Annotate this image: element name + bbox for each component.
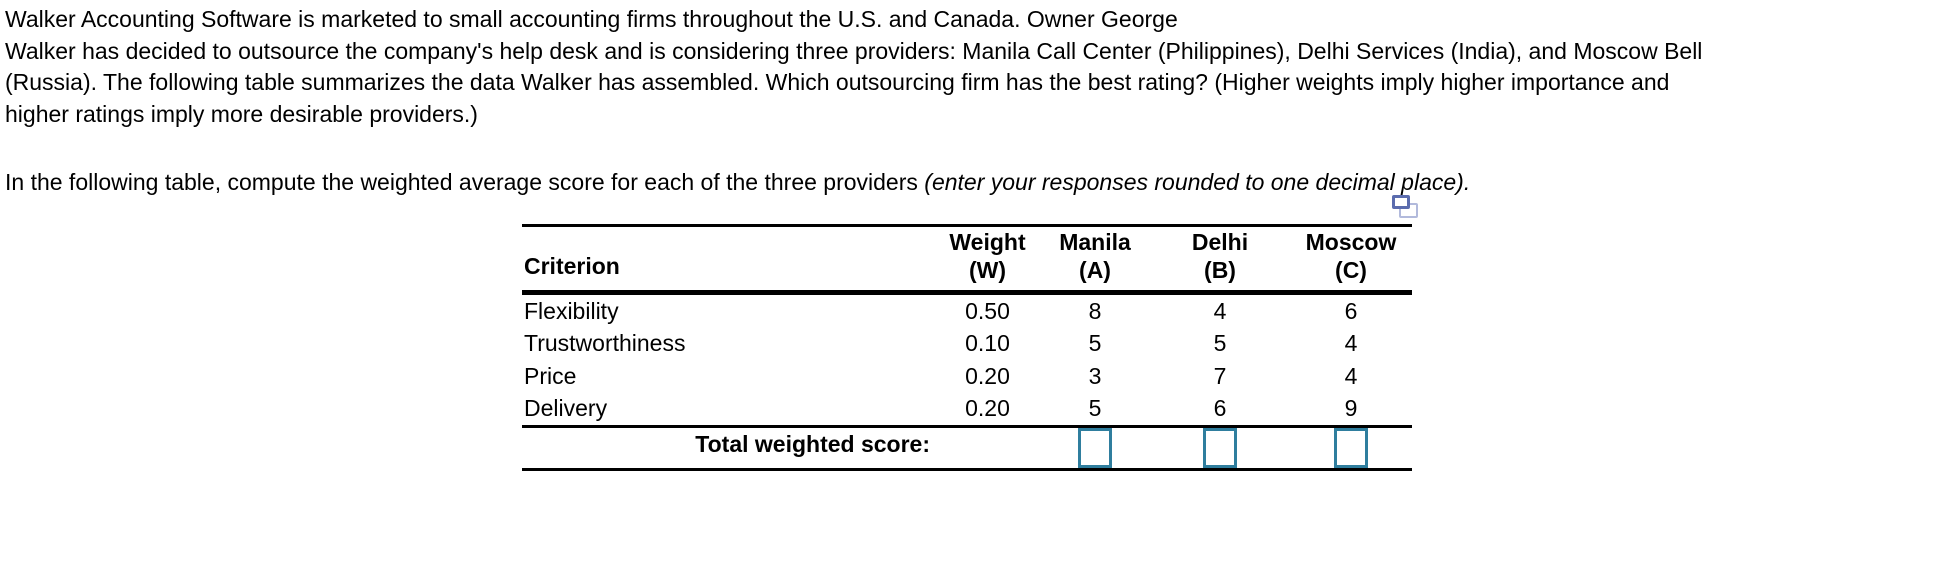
question-text-line: Walker has decided to outsource the comp… <box>5 37 1703 64</box>
weight-cell: 0.20 <box>965 395 1010 422</box>
instruction-text: In the following table, compute the weig… <box>5 167 1470 199</box>
header-manila-line2: (A) <box>1079 257 1111 283</box>
header-moscow: Moscow (C) <box>1290 228 1412 290</box>
total-row: Total weighted score: <box>522 428 1412 468</box>
question-text-line: Walker Accounting Software is marketed t… <box>5 6 1178 32</box>
header-delhi-line2: (B) <box>1204 257 1236 283</box>
table-header-rule <box>522 290 1412 295</box>
criterion-cell: Price <box>524 362 577 389</box>
factor-rating-table: Criterion Weight (W) Manila (A) Delhi (B… <box>522 224 1412 471</box>
criterion-cell: Delivery <box>524 395 608 422</box>
delhi-cell: 7 <box>1213 362 1227 389</box>
weight-cell: 0.20 <box>965 362 1010 389</box>
manila-cell: 5 <box>1088 330 1102 357</box>
table-top-rule <box>522 224 1412 227</box>
instruction-normal-text: In the following table, compute the weig… <box>5 169 925 195</box>
table-body-rule <box>522 425 1412 428</box>
question-text: Walker Accounting Software is marketed t… <box>5 4 1702 130</box>
header-criterion: Criterion <box>524 253 620 279</box>
manila-cell: 5 <box>1088 395 1102 422</box>
table-bottom-rule <box>522 468 1412 471</box>
weight-cell: 0.10 <box>965 330 1010 357</box>
moscow-cell: 9 <box>1344 395 1358 422</box>
manila-cell: 3 <box>1088 362 1102 389</box>
header-moscow-line1: Moscow <box>1305 229 1397 255</box>
delhi-cell: 6 <box>1213 395 1227 422</box>
table-row: Price 0.20 3 7 4 <box>522 360 1412 393</box>
moscow-total-cell <box>1290 428 1412 468</box>
instruction-italic-text: (enter your responses rounded to one dec… <box>924 169 1471 195</box>
moscow-cell: 4 <box>1344 330 1358 357</box>
criterion-cell: Trustworthiness <box>524 330 686 357</box>
total-score-input-moscow[interactable] <box>1334 428 1368 468</box>
manila-cell: 8 <box>1088 297 1102 324</box>
header-weight-line2: (W) <box>968 257 1007 283</box>
manila-total-cell <box>1040 428 1150 468</box>
duplicate-question-icon[interactable] <box>1392 195 1419 219</box>
criterion-cell: Flexibility <box>524 297 619 324</box>
table-row: Flexibility 0.50 8 4 6 <box>522 295 1412 328</box>
table-row: Trustworthiness 0.10 5 5 4 <box>522 328 1412 361</box>
header-moscow-line2: (C) <box>1335 257 1367 283</box>
header-delhi-line1: Delhi <box>1191 229 1249 255</box>
header-weight-line1: Weight <box>949 229 1026 255</box>
delhi-cell: 4 <box>1213 297 1227 324</box>
question-text-line: (Russia). The following table summarizes… <box>5 69 1670 95</box>
total-row-spacer <box>935 428 1040 468</box>
table-row: Delivery 0.20 5 6 9 <box>522 393 1412 426</box>
question-text-line: higher ratings imply more desirable prov… <box>5 100 478 127</box>
total-score-input-delhi[interactable] <box>1203 428 1237 468</box>
header-manila-line1: Manila <box>1059 229 1131 255</box>
moscow-cell: 6 <box>1344 297 1358 324</box>
header-weight: Weight (W) <box>935 228 1040 290</box>
header-delhi: Delhi (B) <box>1150 228 1290 290</box>
delhi-cell: 5 <box>1213 330 1227 357</box>
delhi-total-cell <box>1150 428 1290 468</box>
duplicate-icon-front-window <box>1392 195 1410 209</box>
weight-cell: 0.50 <box>965 297 1010 324</box>
total-weighted-score-label: Total weighted score: <box>695 431 930 457</box>
moscow-cell: 4 <box>1344 362 1358 389</box>
table-header-row: Criterion Weight (W) Manila (A) Delhi (B… <box>522 227 1412 290</box>
header-manila: Manila (A) <box>1040 228 1150 290</box>
total-score-input-manila[interactable] <box>1078 428 1112 468</box>
